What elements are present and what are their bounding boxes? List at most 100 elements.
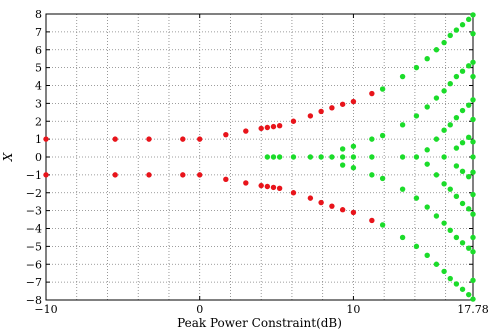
- y-tick-label: 7: [35, 26, 42, 39]
- data-point: [459, 107, 466, 114]
- data-point: [459, 200, 466, 207]
- data-point: [465, 291, 472, 298]
- data-point: [459, 140, 466, 146]
- data-point: [441, 220, 447, 226]
- data-point: [270, 123, 277, 130]
- data-point: [447, 186, 453, 192]
- data-point: [329, 203, 335, 209]
- data-point: [399, 186, 406, 192]
- data-point: [453, 114, 460, 121]
- y-tick-label: 0: [35, 151, 42, 164]
- data-point: [470, 97, 476, 103]
- x-tick-label: 17.78: [457, 303, 489, 316]
- y-tick-label: −6: [26, 258, 42, 271]
- data-point: [433, 172, 440, 178]
- data-point: [470, 249, 476, 255]
- data-point: [112, 172, 118, 178]
- data-point: [470, 30, 476, 37]
- data-point: [470, 191, 476, 198]
- data-point: [441, 39, 447, 46]
- data-point: [290, 118, 297, 124]
- data-point: [369, 90, 375, 97]
- data-point: [470, 234, 476, 241]
- data-point: [339, 207, 346, 213]
- data-point: [43, 172, 49, 178]
- data-point: [447, 81, 453, 87]
- data-point: [379, 86, 386, 92]
- data-point: [470, 59, 476, 65]
- data-point: [424, 204, 430, 210]
- data-point: [258, 125, 264, 132]
- data-point: [413, 195, 420, 201]
- data-point: [379, 132, 386, 139]
- data-point: [424, 147, 430, 153]
- x-axis-title: Peak Power Constraint(dB): [177, 316, 342, 330]
- data-point: [447, 122, 453, 128]
- x-tick-label: 0: [196, 303, 203, 316]
- y-tick-label: 6: [35, 44, 42, 57]
- data-point: [339, 101, 346, 107]
- data-point: [307, 195, 314, 201]
- data-point: [399, 154, 406, 160]
- data-point: [270, 184, 277, 191]
- y-tick-label: 8: [35, 8, 42, 21]
- data-point: [465, 16, 472, 23]
- data-point: [318, 199, 324, 206]
- data-point: [180, 172, 186, 178]
- data-point: [290, 154, 297, 160]
- data-point: [290, 190, 297, 196]
- data-point: [433, 261, 440, 267]
- data-point: [470, 12, 476, 18]
- data-point: [413, 64, 420, 71]
- data-point: [318, 108, 324, 115]
- data-point: [465, 102, 472, 108]
- data-point: [270, 154, 277, 160]
- y-tick-label: 2: [35, 115, 42, 128]
- data-point: [453, 145, 460, 151]
- data-point: [307, 113, 314, 119]
- data-point: [441, 268, 447, 275]
- data-point: [339, 162, 346, 168]
- data-point: [379, 222, 386, 228]
- data-point: [197, 136, 203, 142]
- data-point: [470, 296, 476, 302]
- y-tick-label: 4: [35, 80, 42, 93]
- y-tick-label: −1: [26, 169, 42, 182]
- data-point: [470, 139, 476, 145]
- data-point: [276, 185, 283, 191]
- data-point: [453, 73, 460, 80]
- data-point: [350, 98, 357, 105]
- data-point: [276, 154, 283, 160]
- data-point: [433, 47, 440, 53]
- data-point: [399, 122, 406, 128]
- y-tick-label: 3: [35, 97, 42, 110]
- data-point: [369, 217, 375, 224]
- data-point: [413, 113, 420, 119]
- data-point: [441, 88, 447, 94]
- data-point: [339, 154, 346, 160]
- data-point: [369, 172, 375, 178]
- data-point: [329, 105, 335, 111]
- y-tick-label: −8: [26, 294, 42, 307]
- data-point: [264, 124, 271, 131]
- data-point: [43, 136, 49, 142]
- data-point: [424, 161, 430, 167]
- data-point: [453, 163, 460, 169]
- data-point: [318, 154, 324, 160]
- data-point: [433, 213, 440, 219]
- data-point: [441, 154, 447, 160]
- data-point: [459, 240, 466, 246]
- y-axis-title: X: [1, 152, 15, 162]
- data-point: [413, 154, 420, 160]
- data-point: [379, 175, 386, 182]
- data-point: [470, 116, 476, 123]
- data-point: [243, 128, 249, 134]
- data-point: [470, 277, 476, 284]
- data-point: [465, 63, 472, 69]
- data-point: [258, 182, 264, 189]
- data-point: [447, 227, 453, 233]
- data-points: [43, 12, 476, 302]
- data-point: [146, 172, 152, 178]
